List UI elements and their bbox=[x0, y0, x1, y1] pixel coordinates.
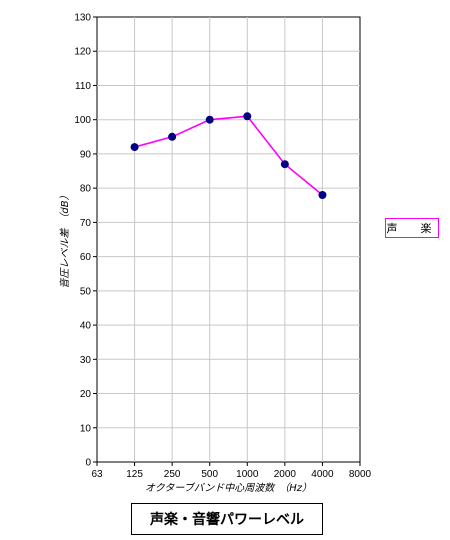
grid-lines bbox=[97, 17, 360, 462]
y-tick-label: 20 bbox=[80, 389, 92, 400]
y-tick-label: 60 bbox=[80, 252, 92, 263]
y-tick-label: 100 bbox=[74, 115, 91, 126]
data-point bbox=[243, 112, 252, 121]
data-point bbox=[318, 191, 327, 199]
plot-area bbox=[96, 16, 361, 463]
y-tick-label: 130 bbox=[74, 13, 91, 24]
y-tick-label: 80 bbox=[80, 184, 92, 195]
data-point bbox=[168, 132, 177, 141]
legend: 声 楽 bbox=[385, 218, 439, 238]
x-tick-label: 500 bbox=[201, 469, 218, 480]
y-tick-label: 50 bbox=[80, 286, 92, 297]
data-point bbox=[205, 115, 214, 124]
x-tick-label: 2000 bbox=[274, 469, 297, 480]
data-point bbox=[130, 143, 139, 152]
y-tick-label: 70 bbox=[80, 218, 92, 229]
y-tick-label: 0 bbox=[85, 458, 91, 469]
x-tick-label: 8000 bbox=[349, 469, 372, 480]
legend-entry-label: 声 楽 bbox=[386, 222, 438, 235]
x-tick-label: 4000 bbox=[311, 469, 334, 480]
x-axis-label: オクターブバンド中心周波数 （Hz） bbox=[145, 482, 312, 494]
y-tick-label: 120 bbox=[74, 47, 91, 58]
chart-title-text: 声楽・音響パワーレベル bbox=[150, 512, 304, 528]
chart-title: 声楽・音響パワーレベル bbox=[131, 503, 323, 535]
x-axis-ticks: 63 125 250 500 1000 2000 4000 8000 bbox=[91, 462, 372, 480]
series-line bbox=[134, 115, 323, 196]
y-axis-ticks: 0 10 20 30 40 50 60 70 80 90 100 110 120 130 bbox=[74, 13, 97, 469]
y-tick-label: 30 bbox=[80, 355, 92, 366]
x-tick-label: 1000 bbox=[236, 469, 259, 480]
y-tick-label: 10 bbox=[80, 423, 92, 434]
x-tick-label: 250 bbox=[164, 469, 181, 480]
y-tick-label: 40 bbox=[80, 321, 92, 332]
y-axis-label: 音圧レベル差 （dB） bbox=[59, 190, 71, 288]
x-tick-label: 63 bbox=[91, 469, 103, 480]
data-point bbox=[280, 160, 289, 169]
x-tick-label: 125 bbox=[126, 469, 143, 480]
series-group bbox=[130, 112, 327, 199]
y-tick-label: 110 bbox=[75, 81, 91, 92]
y-tick-label: 90 bbox=[80, 149, 92, 160]
